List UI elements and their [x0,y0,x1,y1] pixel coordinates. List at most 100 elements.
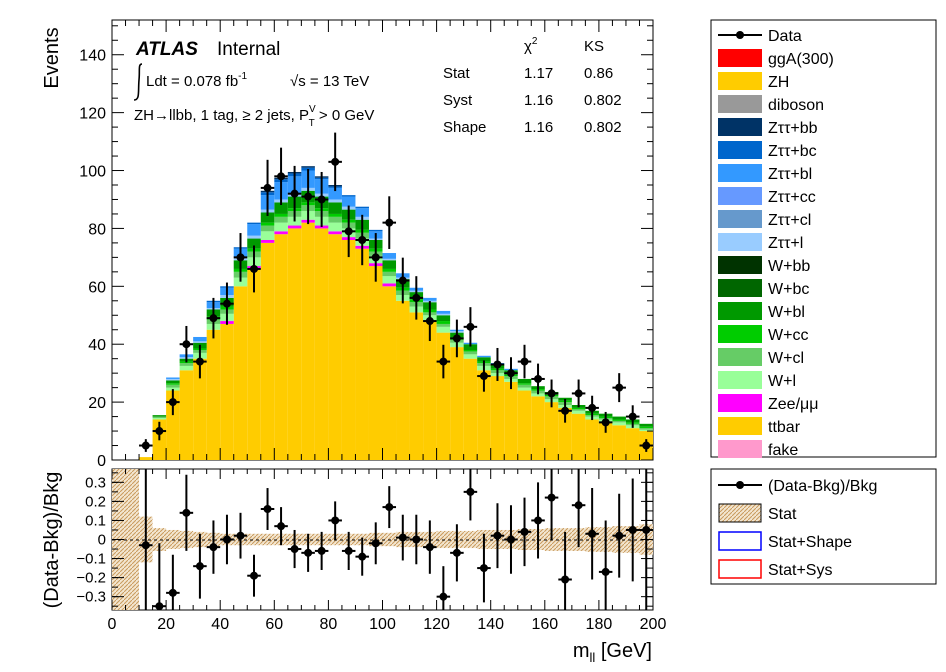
legend-swatch [718,417,762,435]
bar-segment [571,413,586,460]
bar-segment [382,276,397,284]
bar-segment [301,166,315,168]
data-point [412,293,421,302]
data-point [385,218,394,227]
bar-segment [368,229,383,232]
bar-segment [328,202,342,214]
legend-swatch [718,279,762,297]
ratio-point [236,531,245,540]
ratio-point [344,546,353,555]
data-point [168,398,177,407]
legend-label: Zττ+cl [768,212,811,229]
ratio-points [139,469,653,611]
ratio-point [466,487,475,496]
data-point [615,383,624,392]
x-tick-label: 200 [640,616,667,633]
ratio-point [642,525,651,534]
stats-row-label: Syst [443,92,473,109]
bar-segment [558,407,572,460]
legend-label: W+bc [768,281,809,298]
bar-segment [625,428,640,460]
bar-segment [247,224,261,236]
bar-segment [166,390,180,460]
ratio-point [628,525,637,534]
legend-swatch [718,371,762,389]
y-tick-label: 140 [79,48,106,65]
svg-text:Ldt = 0.078 fb-1: Ldt = 0.078 fb-1 [146,71,248,90]
bar-segment [233,277,248,287]
region-label: ZH→llbb, 1 tag, ≥ 2 jets, PV T > 0 GeV [134,104,374,129]
bar-segment [247,268,261,460]
bar-segment [166,380,180,384]
bar-segment [355,248,369,460]
data-point [642,441,651,450]
bar-segment [436,326,451,333]
bar-segment [193,358,207,460]
legend-label: W+cl [768,350,804,367]
chi2-header: χ2 [524,36,538,55]
ratio-legend-swatch [718,531,762,551]
ratio-point [561,575,570,584]
data-point [439,357,448,366]
legend-swatch [718,118,762,136]
bar-segment [436,310,451,314]
bar-segment [328,199,342,203]
data-point [371,253,380,262]
data-point [209,314,218,323]
ratio-point [479,564,488,573]
legend-label: fake [768,442,798,459]
data-point [317,195,326,204]
ratio-point [588,529,597,538]
bar-segment [287,228,302,460]
data-point [425,317,434,326]
bar-segment [260,212,275,223]
x-tick-label: 0 [108,616,117,633]
bar-segment [463,344,478,350]
stats-row-chi2: 1.16 [524,92,553,109]
ratio-point [385,503,394,512]
bar-segment [314,228,329,460]
bar-segment [260,242,275,460]
bar-segment [328,187,342,200]
bar-segment [517,378,532,384]
bar-segment [531,393,545,397]
ratio-legend-label: Stat+Shape [768,534,852,551]
bar-segment [139,457,153,460]
legend-label: W+cc [768,327,808,344]
stats-row-chi2: 1.16 [524,119,553,136]
luminosity-label: Ldt = 0.078 fb-1 √s = 13 TeV [133,63,369,101]
ratio-y-tick-label: −0.1 [76,551,106,568]
legend-label: Zττ+l [768,235,803,252]
legend-label: W+bb [768,258,810,275]
bar-segment [179,370,194,460]
bar-segment [193,336,207,342]
bar-segment [436,332,451,460]
ratio-point [250,571,259,580]
bar-segment [463,354,478,359]
bar-segment [585,419,599,460]
ratio-legend-swatch [718,503,762,523]
ratio-point [439,592,448,601]
legend-swatch [718,302,762,320]
stats-row-ks: 0.802 [584,92,622,109]
bar-segment [396,300,410,460]
legend-label: W+l [768,373,796,390]
bar-segment [328,234,342,460]
bar-segment [612,422,626,426]
ratio-point [155,602,164,611]
legend-swatch [718,49,762,67]
bar-segment [382,258,397,261]
bar-segment [341,195,356,197]
bar-segment [490,376,505,460]
data-point [182,340,191,349]
ratio-y-tick-label: 0 [98,532,106,549]
y-tick-label: 120 [79,106,106,123]
ratio-point [290,545,299,554]
data-point [506,369,515,378]
bar-segment [166,378,180,381]
x-tick-label: 60 [265,616,283,633]
bar-segment [463,358,478,460]
ratio-legend: (Data-Bkg)/Bkg Stat Stat+Shape Stat+Sys [718,478,877,579]
bar-segment [382,268,397,272]
ratio-point [317,546,326,555]
